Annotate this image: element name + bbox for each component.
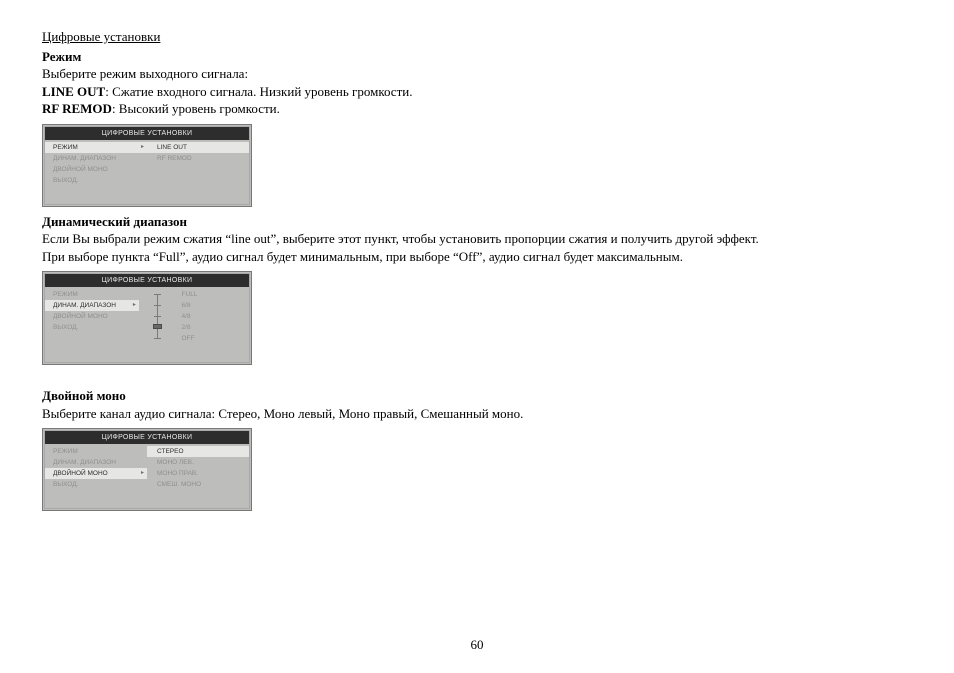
mode-intro: Выберите режим выходного сигнала:	[42, 65, 912, 83]
osd-title: ЦИФРОВЫЕ УСТАНОВКИ	[45, 431, 249, 444]
osd-left-item: РЕЖИМ	[45, 289, 139, 300]
osd-right-item: СМЕШ. МОНО	[147, 479, 249, 490]
osd-right-col: LINE OUT RF REMOD	[147, 140, 249, 188]
mode-lineout: LINE OUT: Сжатие входного сигнала. Низки…	[42, 83, 912, 101]
osd-left-item: ВЫХОД.	[45, 322, 139, 333]
document-body: Цифровые установки Режим Выберите режим …	[42, 28, 912, 511]
osd-title: ЦИФРОВЫЕ УСТАНОВКИ	[45, 274, 249, 287]
osd-right-item: МОНО ЛЕВ.	[147, 457, 249, 468]
osd-panel-range: ЦИФРОВЫЕ УСТАНОВКИ РЕЖИМ ДИНАМ. ДИАПАЗОН…	[42, 271, 252, 365]
slider-label: FULL	[176, 289, 249, 300]
chevron-right-icon: ▸	[133, 302, 136, 309]
osd-panel-mode: ЦИФРОВЫЕ УСТАНОВКИ РЕЖИМ▸ ДИНАМ. ДИАПАЗО…	[42, 124, 252, 207]
osd-left-item: ДВОЙНОЙ МОНО▸	[45, 468, 147, 479]
osd-left-item: ДВОЙНОЙ МОНО	[45, 164, 147, 175]
mode-rfremod: RF REMOD: Высокий уровень громкости.	[42, 100, 912, 118]
range-para1: Если Вы выбрали режим сжатия “line out”,…	[42, 230, 912, 248]
slider-label: 2/8	[176, 322, 249, 333]
osd-left-col: РЕЖИМ ДИНАМ. ДИАПАЗОН ДВОЙНОЙ МОНО▸ ВЫХО…	[45, 444, 147, 492]
mode-title: Режим	[42, 48, 912, 66]
mode-lineout-desc: : Сжатие входного сигнала. Низкий уровен…	[105, 84, 412, 99]
osd-right-col: СТЕРЕО МОНО ЛЕВ. МОНО ПРАВ. СМЕШ. МОНО	[147, 444, 249, 492]
dualmono-para: Выберите канал аудио сигнала: Стерео, Мо…	[42, 405, 912, 423]
slider-track	[157, 294, 158, 338]
osd-right-item: СТЕРЕО	[147, 446, 249, 457]
osd-left-item: ДИНАМ. ДИАПАЗОН	[45, 457, 147, 468]
osd-left-item: РЕЖИМ	[45, 446, 147, 457]
osd-left-item: ДИНАМ. ДИАПАЗОН	[45, 153, 147, 164]
osd-left-item: РЕЖИМ▸	[45, 142, 147, 153]
slider-label: OFF	[176, 333, 249, 344]
osd-right-item: МОНО ПРАВ.	[147, 468, 249, 479]
osd-slider	[139, 287, 176, 346]
slider-label: 6/8	[176, 300, 249, 311]
osd-slider-labels: FULL 6/8 4/8 2/8 OFF	[176, 287, 249, 346]
osd-left-col: РЕЖИМ▸ ДИНАМ. ДИАПАЗОН ДВОЙНОЙ МОНО ВЫХО…	[45, 140, 147, 188]
mode-rfremod-label: RF REMOD	[42, 101, 112, 116]
osd-panel-dualmono: ЦИФРОВЫЕ УСТАНОВКИ РЕЖИМ ДИНАМ. ДИАПАЗОН…	[42, 428, 252, 511]
osd-left-item: ВЫХОД.	[45, 175, 147, 186]
page-number: 60	[0, 637, 954, 653]
osd-left-col: РЕЖИМ ДИНАМ. ДИАПАЗОН▸ ДВОЙНОЙ МОНО ВЫХО…	[45, 287, 139, 346]
slider-thumb	[153, 324, 162, 329]
osd-left-item: ВЫХОД.	[45, 479, 147, 490]
section-heading: Цифровые установки	[42, 28, 912, 46]
mode-lineout-label: LINE OUT	[42, 84, 105, 99]
dualmono-title: Двойной моно	[42, 387, 912, 405]
osd-title: ЦИФРОВЫЕ УСТАНОВКИ	[45, 127, 249, 140]
osd-right-item: LINE OUT	[147, 142, 249, 153]
osd-right-item: RF REMOD	[147, 153, 249, 164]
mode-rfremod-desc: : Высокий уровень громкости.	[112, 101, 280, 116]
range-title: Динамический диапазон	[42, 213, 912, 231]
osd-left-item: ДВОЙНОЙ МОНО	[45, 311, 139, 322]
chevron-right-icon: ▸	[141, 144, 144, 151]
osd-left-item: ДИНАМ. ДИАПАЗОН▸	[45, 300, 139, 311]
chevron-right-icon: ▸	[141, 470, 144, 477]
slider-label: 4/8	[176, 311, 249, 322]
range-para2: При выборе пункта “Full”, аудио сигнал б…	[42, 248, 912, 266]
